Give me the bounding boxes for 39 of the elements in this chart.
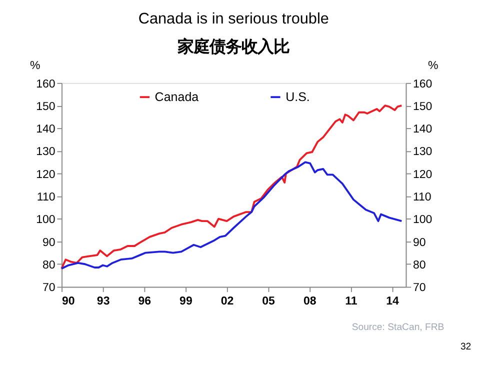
y2-tick-label: 160 [412,78,432,90]
y-tick-label: 80 [42,259,56,272]
y-tick-label: 110 [36,192,56,204]
y2-tick-label: 100 [412,214,432,226]
y-tick-label: 120 [36,168,56,181]
x-tick-label: 08 [303,296,317,308]
text: 32 [460,341,472,352]
y2-tick-label: 130 [412,146,432,158]
chart-title: Canada is in serious trouble [138,10,329,28]
line-series [60,161,403,270]
line-series [60,104,403,270]
y2-axis-title: % [428,60,438,72]
x-tick-label: 90 [62,296,75,308]
x-tick-label: 99 [180,296,192,308]
y-tick-label: 130 [36,146,56,158]
y2-tick-label: 150 [412,100,432,113]
y-tick-label: 150 [36,100,56,113]
x-tick-label: 11 [345,296,358,308]
y-tick-label: 70 [42,282,56,294]
y2-tick-label: 70 [412,282,426,294]
legend-label: U.S. [286,90,310,104]
y2-tick-label: 90 [412,236,426,249]
x-tick-label: 05 [262,296,276,308]
y-tick-label: 100 [36,214,56,226]
y-axis-title: % [30,60,40,72]
source-note: Source: StaCan, FRB [352,322,444,334]
x-tick-label: 14 [386,296,400,308]
y2-tick-label: 80 [412,259,426,272]
y2-tick-label: 120 [412,168,432,181]
x-tick-label: 02 [220,296,234,308]
legend-label: Canada [154,90,199,104]
y-tick-label: 140 [36,124,56,136]
y2-tick-label: 140 [412,124,432,136]
x-tick-label: 96 [138,296,152,308]
x-tick-label: 93 [96,296,110,308]
y2-tick-label: 110 [412,192,432,204]
y-tick-label: 160 [36,78,56,90]
y-tick-label: 90 [42,236,56,249]
chart-subtitle: 家庭债务收入比 [176,37,290,56]
